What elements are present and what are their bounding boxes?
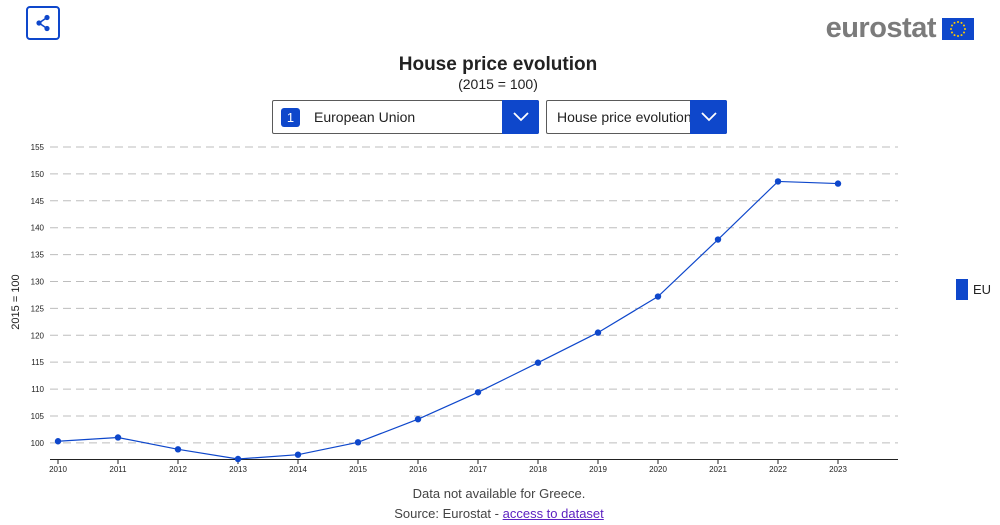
data-point[interactable] — [414, 415, 422, 423]
source-prefix: Source: Eurostat - — [394, 506, 503, 521]
y-tick-label: 125 — [31, 304, 45, 313]
grid-lines — [50, 146, 898, 444]
data-point[interactable] — [234, 455, 242, 463]
axes: 100 105 110 115 120 125 130 135 140 145 150 155 2010… — [31, 143, 898, 474]
dataset-link[interactable]: access to dataset — [502, 506, 604, 521]
data-point[interactable] — [834, 180, 842, 187]
y-tick-label: 110 — [31, 385, 44, 394]
x-tick-label: 2021 — [709, 465, 727, 474]
y-tick-label: 130 — [31, 277, 45, 286]
data-point[interactable] — [534, 359, 542, 366]
x-tick-label: 2022 — [769, 465, 787, 474]
chevron-down-icon — [512, 112, 529, 122]
y-tick-label: 155 — [31, 143, 45, 152]
y-tick-label: 145 — [31, 197, 45, 206]
y-tick-label: 120 — [31, 331, 45, 340]
source-line: Source: Eurostat - access to dataset — [0, 506, 998, 521]
y-tick-label: 100 — [31, 439, 45, 448]
y-tick-label: 135 — [31, 251, 45, 260]
x-tick-label: 2017 — [469, 465, 487, 474]
geo-select[interactable]: 1 European Union — [272, 100, 539, 134]
eu-flag-icon — [942, 17, 974, 40]
data-point[interactable] — [714, 236, 722, 243]
legend-label: EU — [973, 282, 992, 297]
data-point[interactable] — [294, 451, 302, 458]
y-tick-label: 115 — [31, 358, 44, 367]
data-point[interactable] — [174, 446, 182, 453]
data-point[interactable] — [474, 389, 482, 396]
selection-count-badge: 1 — [281, 107, 300, 127]
y-tick-label: 140 — [31, 224, 45, 233]
y-tick-label: 105 — [31, 412, 45, 421]
indicator-select-label: House price evolution — [557, 109, 692, 125]
eurostat-logo: eurostat — [826, 12, 974, 45]
x-tick-label: 2014 — [289, 465, 307, 474]
x-tick-label: 2011 — [109, 465, 127, 474]
logo-text: eurostat — [825, 12, 937, 44]
x-tick-label: 2013 — [229, 465, 247, 474]
y-tick-label: 150 — [31, 170, 45, 179]
indicator-dropdown-button[interactable] — [690, 100, 727, 134]
chart-subtitle: (2015 = 100) — [458, 76, 538, 92]
data-point[interactable] — [54, 438, 62, 445]
geo-dropdown-button[interactable] — [502, 100, 539, 134]
x-tick-label: 2012 — [169, 465, 187, 474]
footnote: Data not available for Greece. — [412, 486, 586, 501]
x-tick-label: 2019 — [589, 465, 607, 474]
chart-title: House price evolution — [398, 54, 598, 75]
x-tick-label: 2023 — [829, 465, 847, 474]
data-point[interactable] — [774, 178, 782, 185]
share-icon — [36, 14, 50, 32]
series-line — [57, 180, 839, 460]
x-tick-label: 2010 — [49, 465, 67, 474]
x-tick-label: 2018 — [529, 465, 547, 474]
data-point[interactable] — [354, 439, 362, 446]
series-eu — [54, 178, 842, 463]
data-point[interactable] — [594, 329, 602, 336]
x-tick-label: 2015 — [349, 465, 367, 474]
legend[interactable]: EU — [956, 279, 991, 300]
y-axis-label: 2015 = 100 — [10, 274, 22, 329]
data-point[interactable] — [114, 434, 122, 441]
data-point[interactable] — [654, 293, 662, 300]
x-tick-label: 2020 — [649, 465, 667, 474]
legend-swatch — [956, 279, 968, 300]
chevron-down-icon — [700, 112, 717, 122]
x-tick-label: 2016 — [409, 465, 427, 474]
share-button[interactable] — [26, 6, 60, 40]
indicator-select[interactable]: House price evolution — [546, 100, 727, 134]
geo-select-label: European Union — [314, 109, 416, 125]
